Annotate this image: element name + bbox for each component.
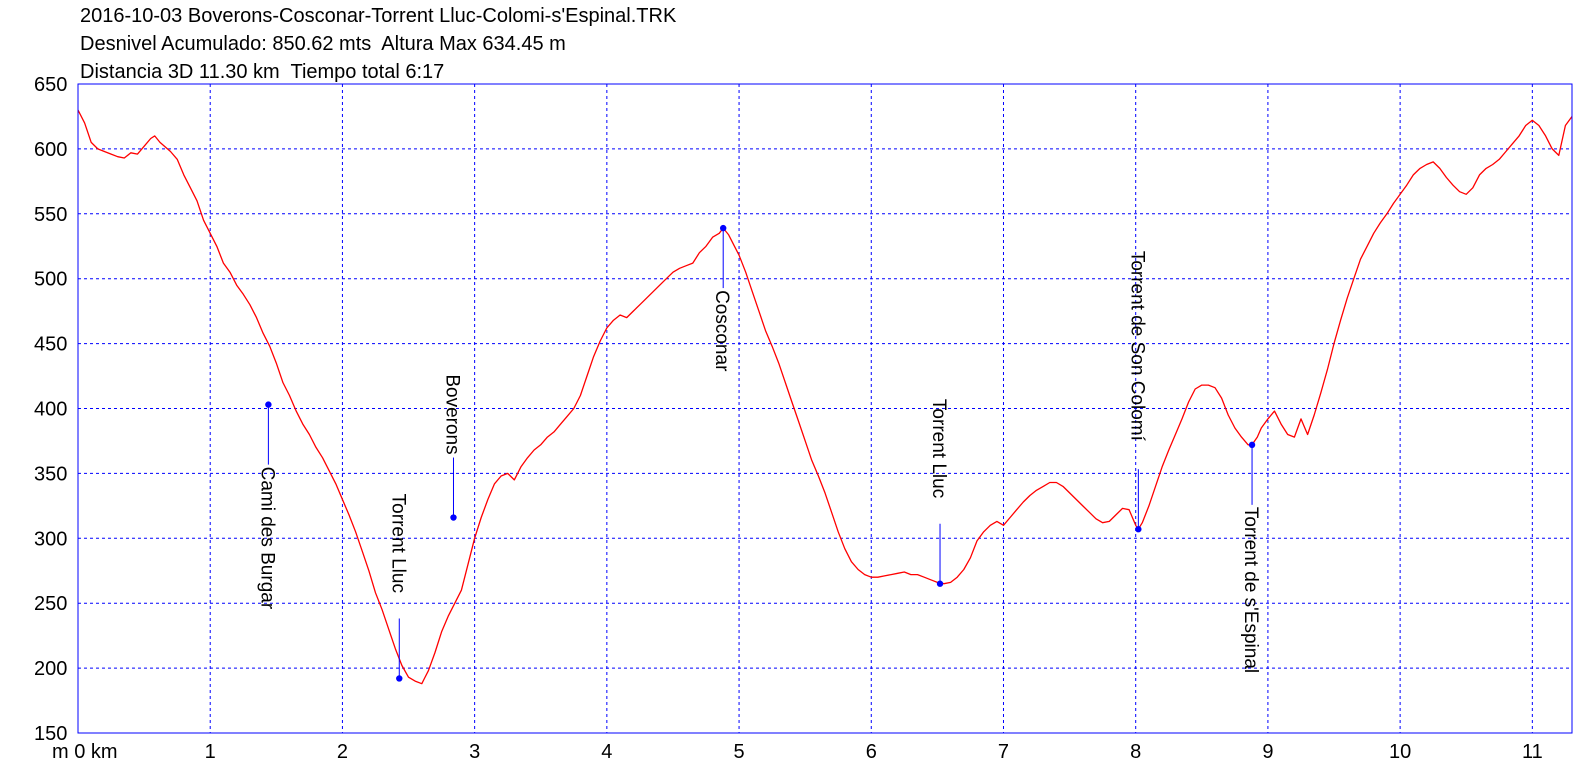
waypoint-marker: Torrent de s'Espinal	[1240, 441, 1261, 673]
x-tick-label: 11	[1522, 741, 1543, 763]
y-tick-label: 300	[34, 528, 67, 550]
waypoint-dot	[265, 401, 272, 408]
x-tick-label: 5	[733, 741, 744, 763]
x-tick-label: 2	[337, 741, 348, 763]
x-tick-label: 1	[205, 741, 216, 763]
y-tick-label: 250	[34, 593, 67, 615]
x-tick-label: 6	[866, 741, 877, 763]
x-tick-label: 4	[601, 741, 612, 763]
y-tick-label: 350	[34, 463, 67, 485]
y-tick-label: 400	[34, 399, 67, 421]
x-tick-label: 7	[998, 741, 1009, 763]
elevation-line	[77, 109, 1573, 685]
waypoint-dot	[936, 580, 944, 587]
x-tick-label: 3	[469, 741, 480, 763]
waypoint-label: Torrent Lluc	[387, 494, 408, 593]
waypoint-label: Cami des Burgar	[256, 467, 277, 610]
y-tick-label: 150	[34, 723, 67, 745]
waypoint-label: Torrent de Son Colomí	[1126, 251, 1147, 442]
waypoint-dot	[1248, 441, 1256, 449]
y-tick-label: 550	[34, 204, 67, 226]
waypoint-marker: Torrent Lluc	[928, 399, 949, 587]
y-tick-label: 650	[34, 74, 67, 96]
x-tick-label: 10	[1389, 741, 1411, 763]
y-tick-label: 200	[34, 658, 67, 680]
chart-subtitle-ascent: Desnivel Acumulado: 850.62 mts Altura Ma…	[80, 33, 566, 55]
axis-ticks: 150 200 250 300 350 400 450 500 550 600 650 1 2 3 4 5 6 7…	[34, 74, 1543, 763]
waypoint-marker: Torrent Lluc	[387, 494, 408, 682]
waypoint-dot	[450, 514, 457, 521]
waypoint-label: Boverons	[441, 374, 462, 454]
waypoint-marker: Torrent de Son Colomí	[1126, 251, 1147, 533]
waypoint-dot	[719, 224, 727, 232]
y-tick-label: 500	[34, 269, 67, 291]
waypoint-dot	[1135, 526, 1142, 533]
y-tick-label: 600	[34, 139, 67, 161]
plot-frame	[77, 83, 1573, 734]
grid-lines	[78, 84, 1572, 733]
x-axis-origin-label: m 0 km	[52, 741, 118, 763]
waypoints: Cami des Burgar Torrent Lluc Boverons Cosco…	[256, 224, 1261, 682]
waypoint-label: Torrent de s'Espinal	[1240, 507, 1261, 673]
waypoint-marker: Boverons	[441, 374, 462, 521]
waypoint-marker: Cami des Burgar	[256, 401, 277, 610]
waypoint-label: Torrent Lluc	[928, 399, 949, 498]
waypoint-dot	[396, 675, 403, 682]
elevation-series	[77, 109, 1573, 685]
waypoint-label: Cosconar	[711, 290, 732, 372]
x-tick-label: 8	[1130, 741, 1141, 763]
chart-title: 2016-10-03 Boverons-Cosconar-Torrent Llu…	[80, 5, 677, 27]
x-tick-label: 9	[1262, 741, 1273, 763]
y-tick-label: 450	[34, 334, 67, 356]
chart-subtitle-distance: Distancia 3D 11.30 km Tiempo total 6:17	[80, 61, 445, 83]
waypoint-marker: Cosconar	[711, 224, 732, 372]
